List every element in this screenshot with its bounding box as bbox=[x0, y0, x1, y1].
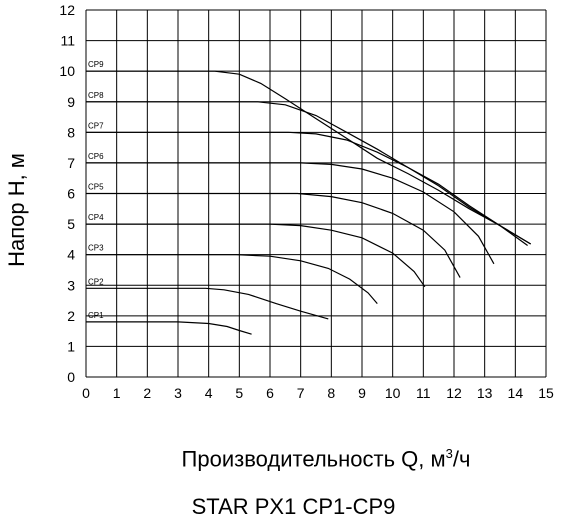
x-tick-label: 9 bbox=[358, 385, 366, 401]
x-tick-label: 13 bbox=[477, 385, 493, 401]
y-tick-label: 3 bbox=[67, 277, 75, 293]
y-tick-label: 4 bbox=[67, 247, 75, 263]
x-tick-label: 8 bbox=[327, 385, 335, 401]
y-tick-label: 12 bbox=[59, 2, 75, 18]
y-tick-label: 1 bbox=[67, 338, 75, 354]
curve-label-cp5: CP5 bbox=[88, 183, 104, 192]
y-tick-label: 8 bbox=[67, 124, 75, 140]
x-tick-label: 1 bbox=[113, 385, 121, 401]
x-axis-label: Производительность Q, м3/ч bbox=[181, 446, 471, 472]
y-axis-label: Напор Н, м bbox=[4, 153, 29, 267]
chart-subtitle: STAR PX1 CP1-CP9 bbox=[191, 494, 396, 519]
x-tick-label: 10 bbox=[385, 385, 401, 401]
curve-labels: CP1 CP2 CP3 CP4 CP5 CP6 CP7 CP8 CP9 bbox=[88, 60, 104, 320]
x-tick-label: 4 bbox=[205, 385, 213, 401]
curve-label-cp6: CP6 bbox=[88, 152, 104, 161]
x-tick-label: 3 bbox=[174, 385, 182, 401]
y-tick-label: 0 bbox=[67, 369, 75, 385]
x-tick-label: 7 bbox=[297, 385, 305, 401]
y-tick-label: 6 bbox=[67, 186, 75, 202]
curve-cp6 bbox=[86, 162, 495, 265]
curve-cp5 bbox=[86, 192, 461, 278]
curve-label-cp3: CP3 bbox=[88, 244, 104, 253]
y-tick-label: 2 bbox=[67, 308, 75, 324]
y-tick-label: 9 bbox=[67, 94, 75, 110]
x-tick-label: 6 bbox=[266, 385, 274, 401]
grid-lines bbox=[85, 9, 547, 378]
curve-cp1 bbox=[86, 321, 252, 335]
y-tick-label: 11 bbox=[60, 33, 75, 49]
x-tick-label: 2 bbox=[143, 385, 151, 401]
curve-cp9 bbox=[86, 70, 532, 245]
curve-label-cp7: CP7 bbox=[88, 121, 104, 130]
x-tick-label: 15 bbox=[538, 385, 554, 401]
x-tick-label: 11 bbox=[416, 385, 431, 401]
performance-curves bbox=[86, 70, 532, 335]
curve-cp7 bbox=[86, 131, 528, 246]
curve-label-cp1: CP1 bbox=[88, 311, 104, 320]
x-tick-label: 12 bbox=[446, 385, 462, 401]
curve-label-cp4: CP4 bbox=[88, 213, 104, 222]
x-tick-label: 14 bbox=[508, 385, 524, 401]
x-tick-label: 0 bbox=[82, 385, 90, 401]
curve-label-cp8: CP8 bbox=[88, 91, 104, 100]
y-tick-label: 10 bbox=[59, 63, 75, 79]
curve-label-cp2: CP2 bbox=[88, 277, 104, 286]
x-tick-label: 5 bbox=[235, 385, 243, 401]
curve-label-cp9: CP9 bbox=[88, 60, 104, 69]
y-tick-label: 5 bbox=[67, 216, 75, 232]
curve-cp3 bbox=[86, 254, 378, 304]
curve-cp4 bbox=[86, 223, 426, 288]
curve-cp2 bbox=[86, 287, 329, 320]
curve-cp8 bbox=[86, 101, 532, 245]
y-tick-label: 7 bbox=[67, 155, 75, 171]
